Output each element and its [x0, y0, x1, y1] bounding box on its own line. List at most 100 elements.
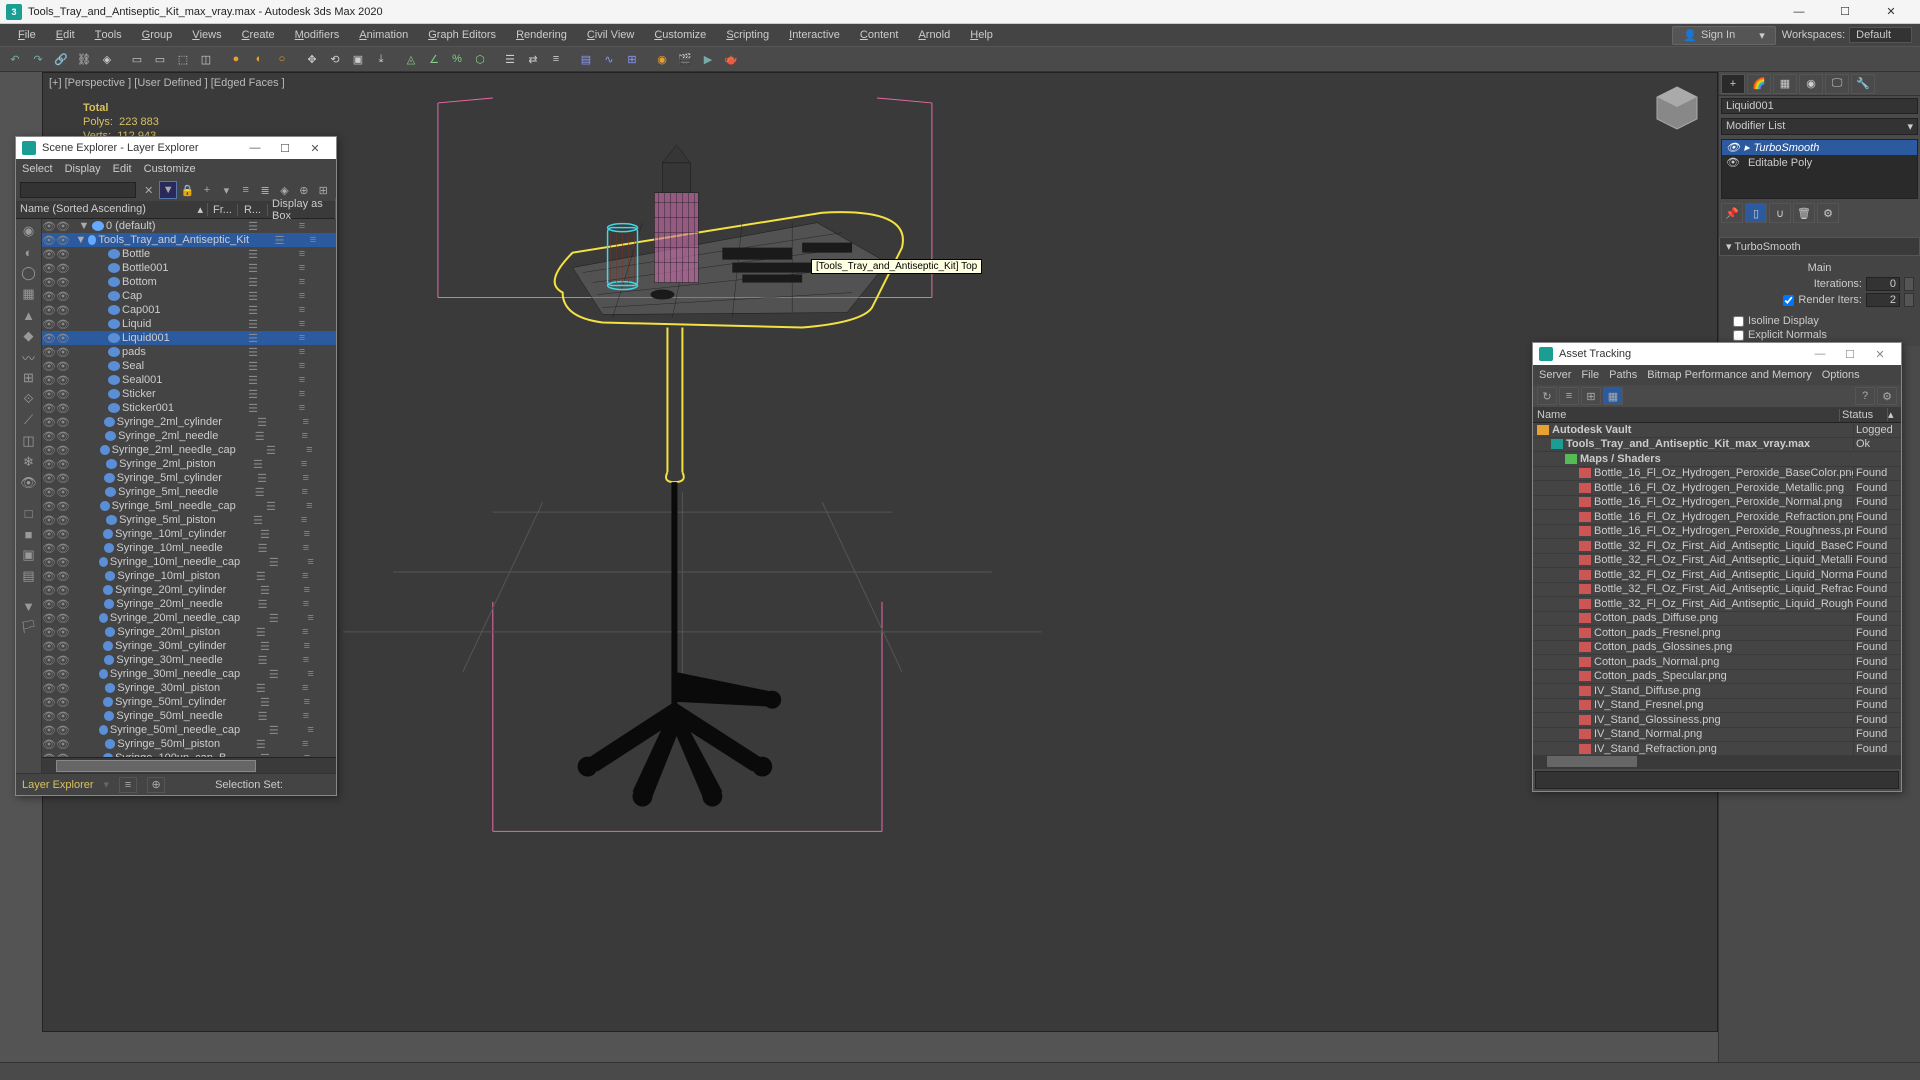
snap-toggle[interactable]: ◬ — [400, 48, 422, 70]
render-iters-spin-up[interactable] — [1904, 293, 1914, 307]
at-table-button[interactable]: ▦ — [1603, 387, 1623, 405]
at-list-row[interactable]: Autodesk VaultLogged — [1533, 423, 1901, 438]
se-tree-row[interactable]: 👁👁Seal☰≡ — [42, 359, 336, 373]
scene-explorer-tree[interactable]: 👁👁▼0 (default)☰≡👁👁▼Tools_Tray_and_Antise… — [42, 219, 336, 757]
se-tree-row[interactable]: 👁👁pads☰≡ — [42, 345, 336, 359]
mirror-button[interactable]: ⇄ — [522, 48, 544, 70]
at-list-row[interactable]: Bottle_32_Fl_Oz_First_Aid_Antiseptic_Liq… — [1533, 554, 1901, 569]
menu-graph-editors[interactable]: Graph Editors — [418, 24, 506, 46]
redo-button[interactable]: ↷ — [27, 48, 49, 70]
select-name-button[interactable]: ▭ — [149, 48, 171, 70]
se-tree-row[interactable]: 👁👁Syringe_2ml_piston☰≡ — [42, 457, 336, 471]
se-close-button[interactable]: ✕ — [300, 142, 330, 155]
se-menu-customize[interactable]: Customize — [144, 163, 196, 175]
select-button[interactable]: ▭ — [126, 48, 148, 70]
at-list-row[interactable]: Cotton_pads_Fresnel.pngFound — [1533, 626, 1901, 641]
display-tab[interactable]: 🖵 — [1825, 74, 1849, 94]
se-status-btn2[interactable]: ⊕ — [147, 777, 165, 793]
menu-animation[interactable]: Animation — [349, 24, 418, 46]
se-xref-icon[interactable]: ⟐ — [19, 389, 39, 409]
se-sort-filter-icon[interactable]: ▼ — [19, 596, 39, 616]
se-tree-row[interactable]: 👁👁Cap☰≡ — [42, 289, 336, 303]
se-tree-row[interactable]: 👁👁Sticker☰≡ — [42, 387, 336, 401]
se-cam-icon[interactable]: ▲ — [19, 305, 39, 325]
unlink-button[interactable]: ⛓ — [73, 48, 95, 70]
menu-help[interactable]: Help — [960, 24, 1003, 46]
se-tree-row[interactable]: 👁👁Syringe_50ml_cylinder☰≡ — [42, 695, 336, 709]
se-tree-row[interactable]: 👁👁Syringe_5ml_cylinder☰≡ — [42, 471, 336, 485]
layer-button[interactable]: ▤ — [575, 48, 597, 70]
remove-modifier-button[interactable]: 🗑 — [1793, 203, 1815, 223]
menu-customize[interactable]: Customize — [644, 24, 716, 46]
select-region-button[interactable]: ⬚ — [172, 48, 194, 70]
asset-tracking-titlebar[interactable]: Asset Tracking ― ☐ ✕ — [1533, 343, 1901, 365]
se-invert-icon[interactable]: ▣ — [19, 545, 39, 565]
se-tree-row[interactable]: 👁👁Liquid001☰≡ — [42, 331, 336, 345]
se-tree-row[interactable]: 👁👁Syringe_20ml_cylinder☰≡ — [42, 583, 336, 597]
se-menu-edit[interactable]: Edit — [113, 163, 132, 175]
menu-content[interactable]: Content — [850, 24, 909, 46]
align-button[interactable]: ≡ — [545, 48, 567, 70]
object-fill-button[interactable]: ◐ — [248, 48, 270, 70]
se-frozen-icon[interactable]: ❄ — [19, 452, 39, 472]
at-tree-button[interactable]: ⊞ — [1581, 387, 1601, 405]
material-editor-button[interactable]: ◉ — [651, 48, 673, 70]
se-tree-row[interactable]: 👁👁Syringe_50ml_needle_cap☰≡ — [42, 723, 336, 737]
configure-sets-button[interactable]: ⚙ — [1817, 203, 1839, 223]
se-tree-row[interactable]: 👁👁Syringe_50ml_needle☰≡ — [42, 709, 336, 723]
at-list-row[interactable]: Cotton_pads_Glossines.pngFound — [1533, 641, 1901, 656]
se-bone-icon[interactable]: ⟋ — [19, 410, 39, 430]
render-iters-spinner[interactable]: 2 — [1866, 293, 1900, 307]
at-settings-button[interactable]: ⚙ — [1877, 387, 1897, 405]
stack-item[interactable]: 👁▸ TurboSmooth — [1722, 140, 1917, 155]
render-iters-check[interactable] — [1783, 295, 1794, 306]
se-tree-row[interactable]: 👁👁Liquid☰≡ — [42, 317, 336, 331]
se-helper-icon[interactable]: ◆ — [19, 326, 39, 346]
at-help-button[interactable]: ? — [1855, 387, 1875, 405]
menu-arnold[interactable]: Arnold — [908, 24, 960, 46]
se-tree-row[interactable]: 👁👁Syringe_2ml_needle_cap☰≡ — [42, 443, 336, 457]
modifier-list-dropdown[interactable]: Modifier List▾ — [1721, 118, 1918, 135]
modifier-stack[interactable]: 👁▸ TurboSmooth👁Editable Poly — [1721, 139, 1918, 199]
at-path-input[interactable] — [1535, 771, 1899, 789]
at-list-row[interactable]: Bottle_32_Fl_Oz_First_Aid_Antiseptic_Liq… — [1533, 597, 1901, 612]
at-maximize-button[interactable]: ☐ — [1835, 348, 1865, 361]
se-tree-row[interactable]: 👁👁Syringe_30ml_needle☰≡ — [42, 653, 336, 667]
se-tree-row[interactable]: 👁👁Syringe_10ml_needle☰≡ — [42, 541, 336, 555]
at-col-name[interactable]: Name — [1533, 409, 1839, 421]
se-tree-row[interactable]: 👁👁▼Tools_Tray_and_Antiseptic_Kit☰≡ — [42, 233, 336, 247]
at-menu-options[interactable]: Options — [1822, 369, 1860, 381]
object-scatter-button[interactable]: ○ — [271, 48, 293, 70]
se-shape-icon[interactable]: ◯ — [19, 263, 39, 283]
menu-modifiers[interactable]: Modifiers — [285, 24, 350, 46]
se-tree-row[interactable]: 👁👁Syringe_20ml_needle_cap☰≡ — [42, 611, 336, 625]
se-lock-icon[interactable]: 🔒 — [179, 181, 196, 199]
turbosmooth-rollout-header[interactable]: ▾ TurboSmooth — [1719, 237, 1920, 256]
se-tree-row[interactable]: 👁👁Syringe_50ml_piston☰≡ — [42, 737, 336, 751]
iterations-spin-up[interactable] — [1904, 277, 1914, 291]
at-list-row[interactable]: Bottle_16_Fl_Oz_Hydrogen_Peroxide_BaseCo… — [1533, 467, 1901, 482]
signin-button[interactable]: 👤 Sign In ▾ — [1672, 26, 1775, 45]
at-list-row[interactable]: IV_Stand_Normal.pngFound — [1533, 728, 1901, 743]
se-tree-icon[interactable]: ▤ — [19, 566, 39, 586]
se-tree-row[interactable]: 👁👁Syringe_30ml_piston☰≡ — [42, 681, 336, 695]
asset-tracking-list[interactable]: Autodesk VaultLoggedTools_Tray_and_Antis… — [1533, 423, 1901, 755]
pin-stack-button[interactable]: 📌 — [1721, 203, 1743, 223]
at-col-status[interactable]: Status — [1839, 409, 1887, 421]
spinner-snap[interactable]: ⬡ — [469, 48, 491, 70]
se-tree-row[interactable]: 👁👁Syringe_30ml_cylinder☰≡ — [42, 639, 336, 653]
minimize-button[interactable]: ― — [1776, 0, 1822, 24]
menu-rendering[interactable]: Rendering — [506, 24, 577, 46]
se-display-all-icon[interactable]: ◉ — [19, 221, 39, 241]
isoline-check[interactable] — [1733, 316, 1744, 327]
object-paint-button[interactable]: ● — [225, 48, 247, 70]
se-tree-row[interactable]: 👁👁Bottle001☰≡ — [42, 261, 336, 275]
at-menu-file[interactable]: File — [1581, 369, 1599, 381]
named-sel-set[interactable]: ☰ — [499, 48, 521, 70]
create-tab[interactable]: + — [1721, 74, 1745, 94]
se-tree-row[interactable]: 👁👁Syringe_5ml_piston☰≡ — [42, 513, 336, 527]
menu-group[interactable]: Group — [132, 24, 183, 46]
menu-create[interactable]: Create — [232, 24, 285, 46]
se-maximize-button[interactable]: ☐ — [270, 142, 300, 155]
at-list-row[interactable]: Cotton_pads_Diffuse.pngFound — [1533, 612, 1901, 627]
